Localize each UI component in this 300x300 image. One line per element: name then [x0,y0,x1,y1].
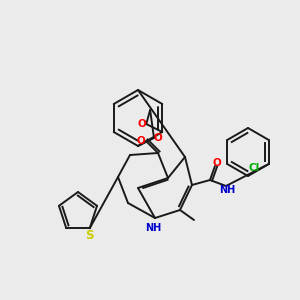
Text: S: S [85,229,94,242]
Text: O: O [154,133,162,143]
Text: NH: NH [219,185,235,195]
Text: O: O [138,119,147,129]
Text: O: O [213,158,221,168]
Text: NH: NH [145,223,161,233]
Text: O: O [136,136,146,146]
Text: Cl: Cl [248,163,260,173]
